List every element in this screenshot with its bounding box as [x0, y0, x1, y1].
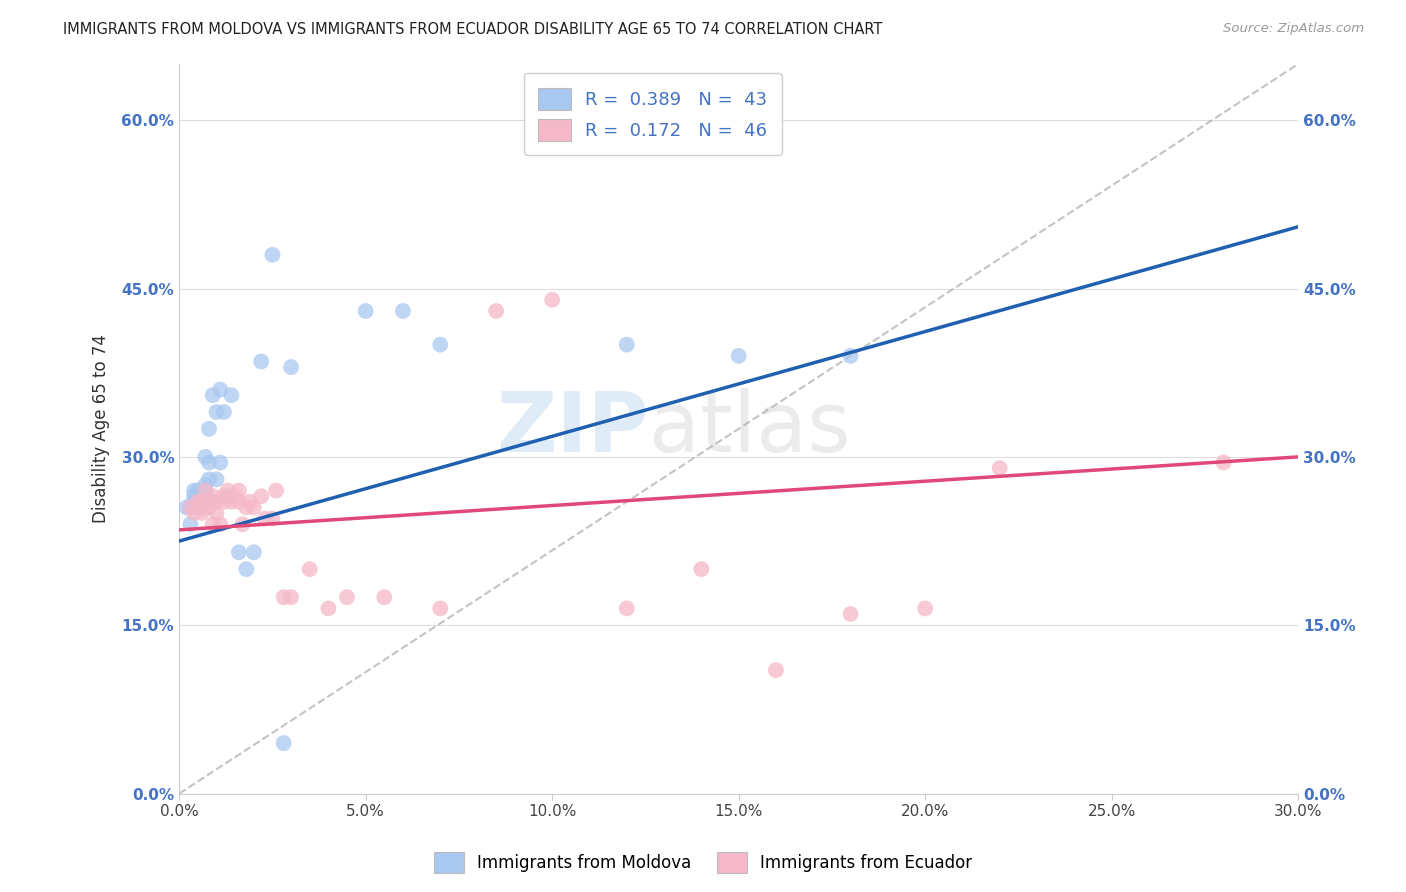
Point	[273, 736, 295, 750]
Point	[187, 483, 209, 498]
Point	[298, 562, 321, 576]
Point	[187, 495, 209, 509]
Point	[198, 500, 221, 515]
Point	[205, 405, 228, 419]
Point	[541, 293, 564, 307]
Point	[194, 450, 217, 464]
Point	[280, 360, 302, 375]
Y-axis label: Disability Age 65 to 74: Disability Age 65 to 74	[93, 334, 110, 524]
Point	[183, 506, 205, 520]
Point	[179, 500, 201, 515]
Point	[212, 489, 235, 503]
Point	[224, 489, 246, 503]
Point	[250, 354, 273, 368]
Point	[217, 489, 239, 503]
Point	[228, 545, 250, 559]
Point	[201, 388, 224, 402]
Point	[183, 489, 205, 503]
Text: ZIP: ZIP	[496, 388, 650, 469]
Point	[429, 601, 451, 615]
Point	[235, 500, 257, 515]
Point	[183, 495, 205, 509]
Point	[179, 500, 201, 515]
Point	[392, 304, 415, 318]
Point	[183, 500, 205, 515]
Point	[373, 590, 395, 604]
Point	[250, 489, 273, 503]
Point	[914, 601, 936, 615]
Point	[201, 517, 224, 532]
Point	[235, 562, 257, 576]
Point	[839, 349, 862, 363]
Point	[221, 495, 243, 509]
Point	[187, 489, 209, 503]
Point	[212, 495, 235, 509]
Point	[201, 495, 224, 509]
Point	[253, 511, 276, 525]
Point	[1212, 456, 1234, 470]
Point	[205, 495, 228, 509]
Point	[690, 562, 713, 576]
Legend: Immigrants from Moldova, Immigrants from Ecuador: Immigrants from Moldova, Immigrants from…	[427, 846, 979, 880]
Point	[190, 495, 212, 509]
Point	[190, 500, 212, 515]
Text: atlas: atlas	[650, 388, 851, 469]
Point	[273, 590, 295, 604]
Point	[198, 422, 221, 436]
Point	[242, 545, 264, 559]
Text: Source: ZipAtlas.com: Source: ZipAtlas.com	[1223, 22, 1364, 36]
Point	[209, 517, 232, 532]
Text: IMMIGRANTS FROM MOLDOVA VS IMMIGRANTS FROM ECUADOR DISABILITY AGE 65 TO 74 CORRE: IMMIGRANTS FROM MOLDOVA VS IMMIGRANTS FR…	[63, 22, 883, 37]
Point	[187, 500, 209, 515]
Point	[198, 456, 221, 470]
Point	[194, 483, 217, 498]
Point	[183, 483, 205, 498]
Point	[429, 337, 451, 351]
Point	[262, 511, 284, 525]
Point	[190, 495, 212, 509]
Point	[262, 248, 284, 262]
Point	[485, 304, 508, 318]
Point	[616, 337, 638, 351]
Point	[217, 483, 239, 498]
Point	[336, 590, 359, 604]
Point	[205, 472, 228, 486]
Point	[616, 601, 638, 615]
Point	[988, 461, 1011, 475]
Point	[176, 500, 198, 515]
Point	[194, 483, 217, 498]
Point	[280, 590, 302, 604]
Point	[190, 506, 212, 520]
Point	[839, 607, 862, 621]
Point	[264, 483, 287, 498]
Point	[194, 478, 217, 492]
Point	[228, 495, 250, 509]
Legend: R =  0.389   N =  43, R =  0.172   N =  46: R = 0.389 N = 43, R = 0.172 N = 46	[524, 73, 782, 155]
Point	[232, 517, 254, 532]
Point	[179, 517, 201, 532]
Point	[209, 383, 232, 397]
Point	[228, 483, 250, 498]
Point	[194, 500, 217, 515]
Point	[187, 500, 209, 515]
Point	[209, 456, 232, 470]
Point	[201, 489, 224, 503]
Point	[190, 489, 212, 503]
Point	[354, 304, 377, 318]
Point	[221, 388, 243, 402]
Point	[198, 472, 221, 486]
Point	[198, 495, 221, 509]
Point	[765, 663, 787, 677]
Point	[239, 495, 262, 509]
Point	[727, 349, 749, 363]
Point	[212, 405, 235, 419]
Point	[187, 495, 209, 509]
Point	[318, 601, 340, 615]
Point	[194, 489, 217, 503]
Point	[242, 500, 264, 515]
Point	[205, 506, 228, 520]
